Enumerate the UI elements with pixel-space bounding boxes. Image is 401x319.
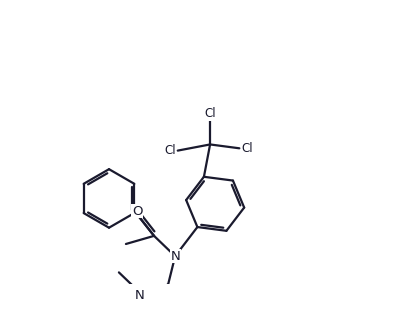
Text: N: N xyxy=(170,250,180,263)
Text: Cl: Cl xyxy=(164,144,175,157)
Text: Cl: Cl xyxy=(204,107,215,120)
Text: Cl: Cl xyxy=(241,142,252,155)
Text: N: N xyxy=(135,289,144,302)
Text: O: O xyxy=(132,205,142,218)
